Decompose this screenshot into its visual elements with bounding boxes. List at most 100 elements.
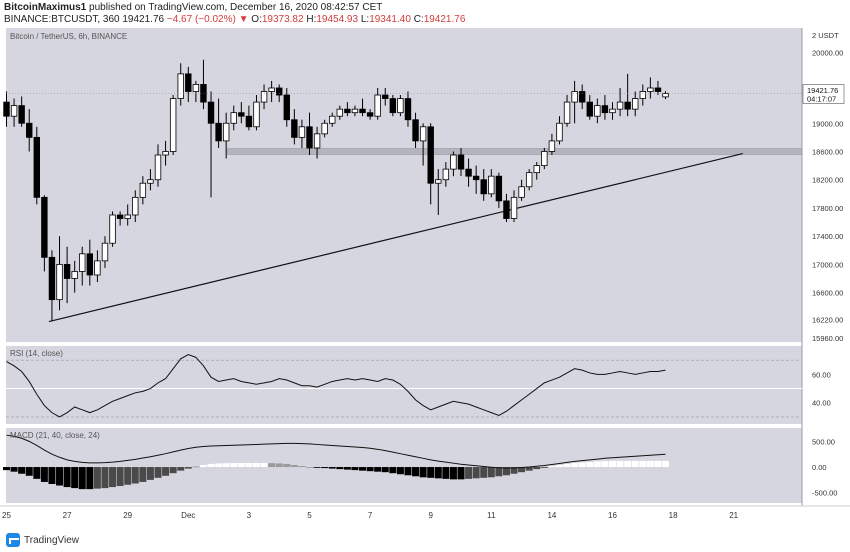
candle[interactable] xyxy=(495,175,503,202)
candle[interactable] xyxy=(200,84,207,103)
candle[interactable] xyxy=(344,108,351,114)
candle[interactable] xyxy=(306,126,313,149)
candle[interactable] xyxy=(321,122,328,135)
candle[interactable] xyxy=(351,108,359,114)
candle[interactable] xyxy=(541,151,548,166)
candle[interactable] xyxy=(556,122,563,142)
candle[interactable] xyxy=(147,179,154,184)
candle[interactable] xyxy=(639,91,646,99)
candle[interactable] xyxy=(510,196,518,219)
candle[interactable] xyxy=(10,105,18,117)
candle[interactable] xyxy=(389,98,397,114)
candle[interactable] xyxy=(63,263,71,279)
candle[interactable] xyxy=(594,105,601,117)
price-tick-label: 17000.00 xyxy=(812,260,843,269)
candle[interactable] xyxy=(525,172,533,188)
macd-histogram-bar xyxy=(578,462,586,468)
candle[interactable] xyxy=(79,253,86,272)
candle[interactable] xyxy=(169,98,177,152)
candle[interactable] xyxy=(48,256,56,301)
candle[interactable] xyxy=(586,101,593,117)
trading-chart[interactable]: Bitcoin / TetherUS, 6h, BINANCE 2 USDT 200… xyxy=(0,28,850,530)
candle[interactable] xyxy=(579,91,586,103)
candle[interactable] xyxy=(260,91,268,103)
footer-brand[interactable]: TradingView xyxy=(24,534,80,546)
candle[interactable] xyxy=(366,112,374,117)
candle[interactable] xyxy=(109,214,116,244)
candle[interactable] xyxy=(419,126,427,142)
candle[interactable] xyxy=(457,154,465,170)
candle[interactable] xyxy=(412,119,419,142)
candle[interactable] xyxy=(382,94,389,99)
candle[interactable] xyxy=(336,108,343,117)
candle[interactable] xyxy=(238,112,245,117)
candle[interactable] xyxy=(230,112,237,124)
candle[interactable] xyxy=(374,94,381,117)
candle[interactable] xyxy=(222,122,230,142)
candle[interactable] xyxy=(472,175,480,181)
candle[interactable] xyxy=(571,91,578,103)
candle[interactable] xyxy=(427,126,434,184)
candle[interactable] xyxy=(116,214,124,219)
candle[interactable] xyxy=(162,151,169,156)
candle[interactable] xyxy=(563,101,571,124)
candle[interactable] xyxy=(207,101,215,124)
candle[interactable] xyxy=(215,122,222,142)
candle[interactable] xyxy=(616,101,624,110)
candle[interactable] xyxy=(291,119,298,138)
candle[interactable] xyxy=(245,115,253,128)
candle[interactable] xyxy=(33,136,40,198)
candle[interactable] xyxy=(71,271,78,279)
candle[interactable] xyxy=(488,175,495,195)
candle[interactable] xyxy=(192,84,200,92)
candle[interactable] xyxy=(154,154,162,181)
candle[interactable] xyxy=(313,133,321,149)
candle[interactable] xyxy=(465,168,472,177)
candle[interactable] xyxy=(298,126,306,138)
candle[interactable] xyxy=(503,200,510,219)
candle[interactable] xyxy=(283,94,290,121)
candle[interactable] xyxy=(132,196,139,216)
candle[interactable] xyxy=(18,105,25,124)
candle[interactable] xyxy=(268,87,275,92)
candle[interactable] xyxy=(397,98,404,114)
candle[interactable] xyxy=(359,108,366,114)
candle[interactable] xyxy=(177,73,184,99)
candle[interactable] xyxy=(435,179,442,184)
candle[interactable] xyxy=(94,260,101,276)
candle[interactable] xyxy=(86,253,94,276)
candle[interactable] xyxy=(518,186,525,198)
candle[interactable] xyxy=(253,101,260,128)
candle[interactable] xyxy=(56,263,63,301)
candle[interactable] xyxy=(654,87,662,92)
candle[interactable] xyxy=(442,168,450,181)
candle[interactable] xyxy=(139,182,147,198)
price-panel[interactable] xyxy=(6,28,802,342)
candle[interactable] xyxy=(329,115,336,124)
candle[interactable] xyxy=(533,165,540,174)
candle[interactable] xyxy=(185,73,192,92)
candle[interactable] xyxy=(647,87,654,92)
candle[interactable] xyxy=(632,98,639,110)
rsi-line[interactable] xyxy=(6,353,666,418)
candle[interactable] xyxy=(275,87,283,96)
candle[interactable] xyxy=(404,98,412,121)
macd-panel[interactable] xyxy=(6,428,802,503)
candle[interactable] xyxy=(3,101,10,117)
candle[interactable] xyxy=(450,154,457,170)
candle[interactable] xyxy=(662,93,669,98)
rsi-panel[interactable] xyxy=(6,346,802,424)
macd-line[interactable] xyxy=(6,434,666,469)
candle[interactable] xyxy=(41,196,48,258)
author-name[interactable]: BitcoinMaximus1 xyxy=(4,2,87,13)
candle[interactable] xyxy=(624,101,631,110)
candle[interactable] xyxy=(609,108,616,114)
candle[interactable] xyxy=(124,214,131,219)
ascending-trendline[interactable] xyxy=(48,153,743,323)
candle[interactable] xyxy=(26,122,33,138)
tradingview-logo-icon[interactable] xyxy=(6,533,20,547)
candle[interactable] xyxy=(548,140,556,152)
candle[interactable] xyxy=(101,242,109,262)
candle[interactable] xyxy=(480,179,487,195)
candle[interactable] xyxy=(601,105,609,114)
